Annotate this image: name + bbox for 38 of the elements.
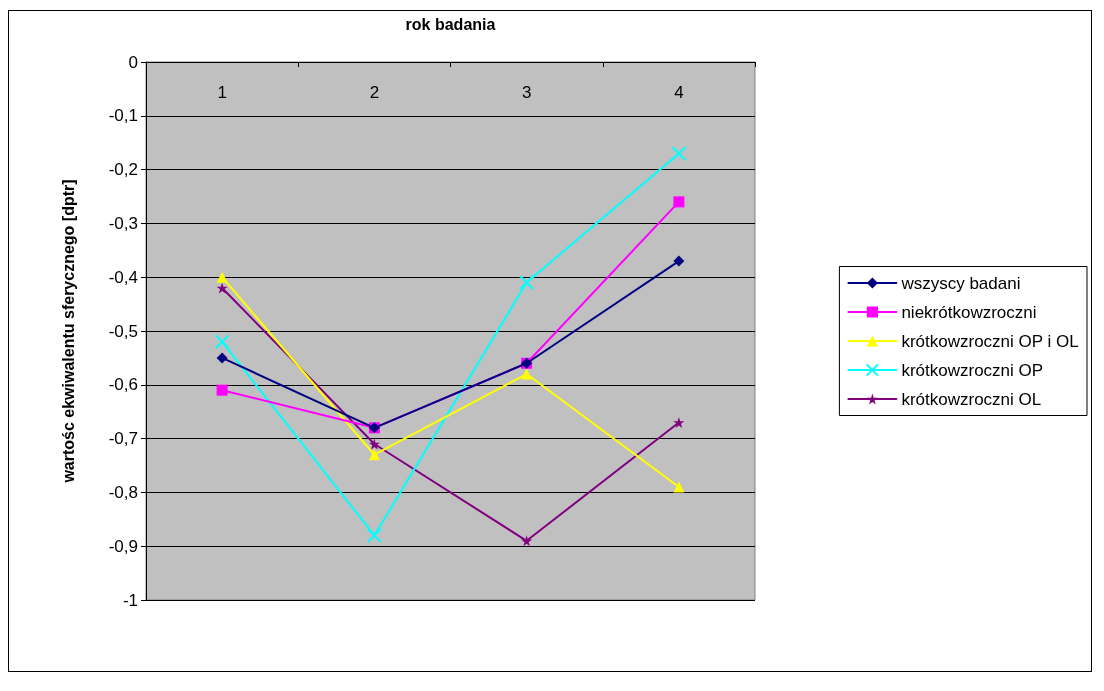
y-tick-label: -0,4 xyxy=(108,267,138,287)
y-axis-title: wartośc ekwiwalentu sferycznego [dptr] xyxy=(59,179,77,484)
legend-label: niekrótkowzroczni xyxy=(901,302,1037,322)
legend-label: wszyscy badani xyxy=(900,273,1021,293)
y-tick-label: -0,8 xyxy=(108,482,138,502)
point xyxy=(216,384,228,396)
y-tick-label: -1 xyxy=(122,590,138,610)
x-tick-label: 4 xyxy=(674,83,684,102)
point xyxy=(368,449,380,461)
point xyxy=(521,368,533,380)
point xyxy=(673,416,685,428)
y-tick-label: -0,6 xyxy=(108,375,138,395)
y-tick-label: -0,9 xyxy=(108,536,138,556)
x-tick-label: 2 xyxy=(369,83,380,102)
legend-label: krótkowzroczni OL xyxy=(901,389,1042,409)
y-tick-label: -0,7 xyxy=(108,429,138,449)
point xyxy=(214,334,230,350)
legend-label: krótkowzroczni OP i OL xyxy=(901,331,1079,351)
point xyxy=(216,352,228,364)
point xyxy=(521,535,533,547)
point xyxy=(216,282,228,294)
legend-label: krótkowzroczni OP xyxy=(901,360,1044,380)
point xyxy=(366,527,382,543)
x-axis-title: rok badania xyxy=(405,15,496,33)
point xyxy=(519,275,535,291)
y-tick-label: -0,1 xyxy=(108,106,138,126)
y-tick-label: 0 xyxy=(128,52,138,72)
point xyxy=(671,145,687,161)
point xyxy=(673,255,685,267)
point xyxy=(368,438,380,450)
x-tick-label: 3 xyxy=(521,83,532,102)
y-tick-label: -0,3 xyxy=(108,213,138,233)
point xyxy=(216,271,228,283)
y-tick-label: -0,5 xyxy=(108,321,138,341)
x-tick-label: 1 xyxy=(217,83,227,102)
y-tick-label: -0,2 xyxy=(108,160,138,180)
point xyxy=(673,481,685,493)
point xyxy=(673,196,685,208)
